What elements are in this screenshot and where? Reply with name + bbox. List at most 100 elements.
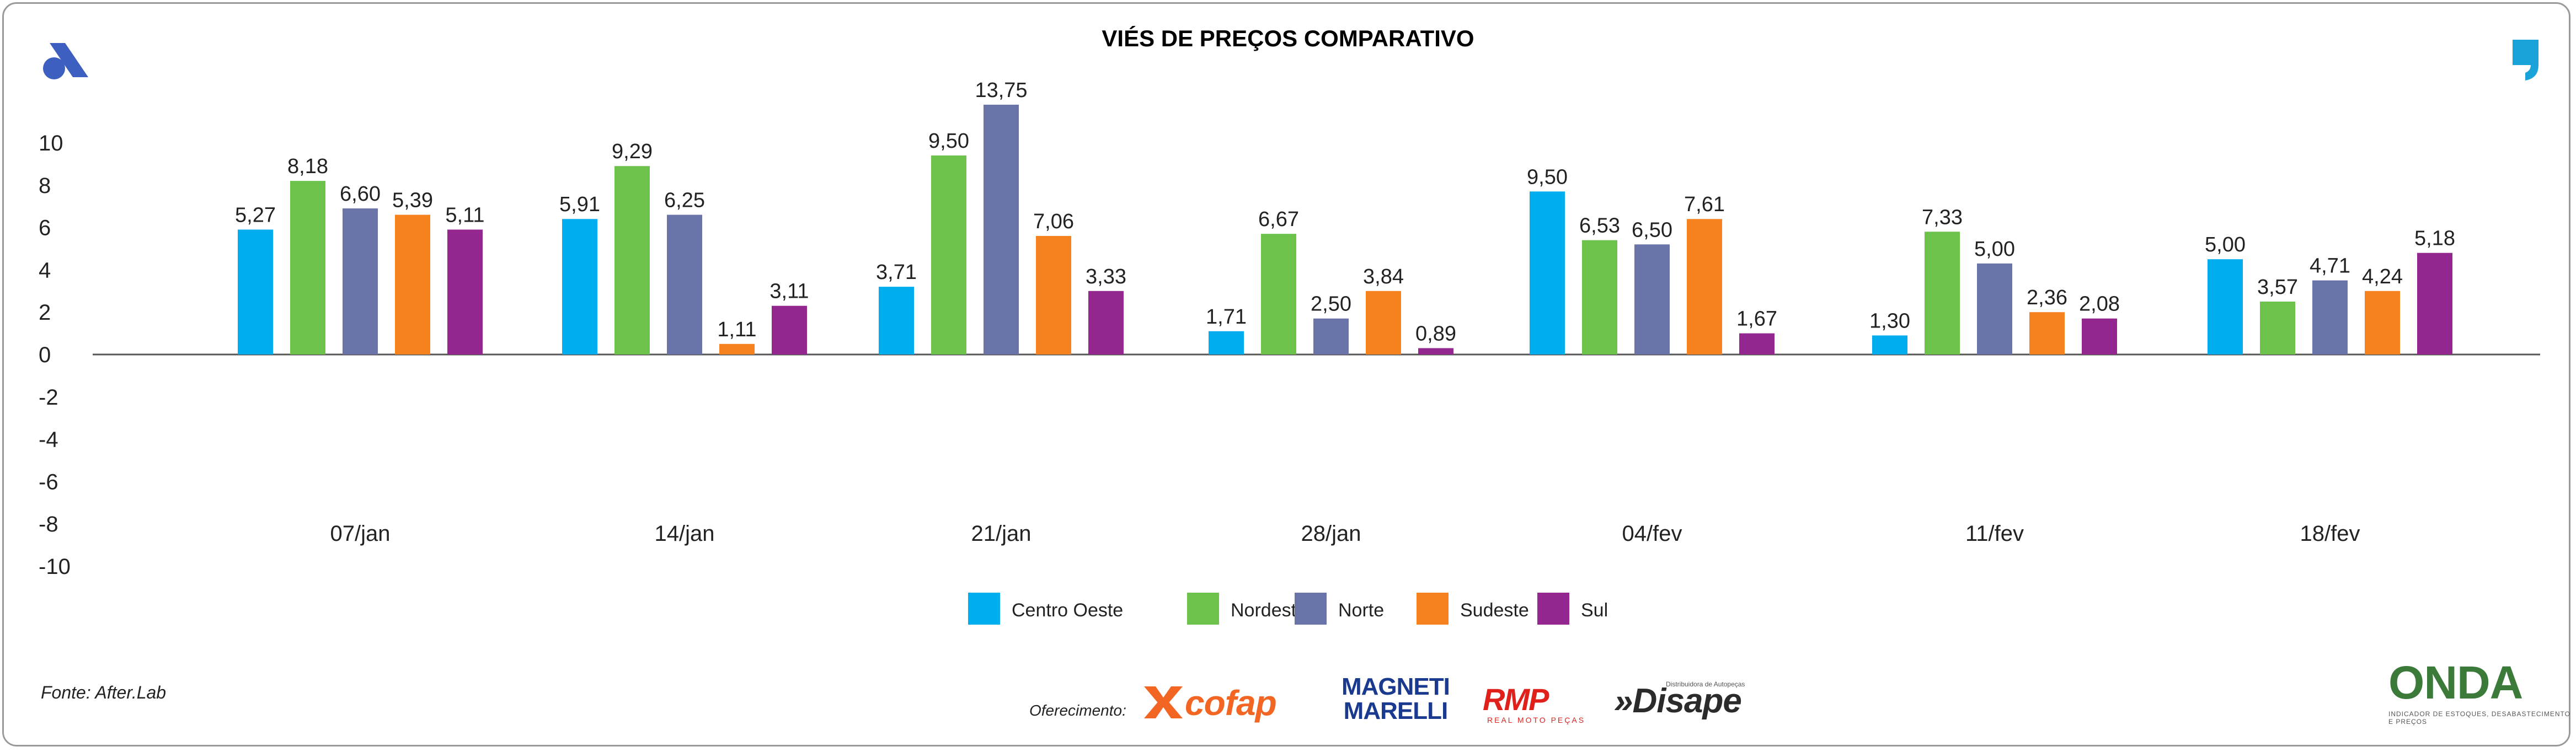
x-tick-label: 14/jan: [655, 522, 715, 546]
magneti-line-1: MAGNETI: [1342, 673, 1450, 700]
legend: Centro Oeste Nordeste Norte Sudeste Sul: [968, 593, 1608, 625]
disape-subtitle: Distribuidora de Autopeças: [1666, 680, 1745, 688]
bar: [238, 229, 273, 354]
bar: [719, 343, 755, 354]
data-label: 3,57: [2257, 276, 2298, 299]
x-tick-label: 18/fev: [2300, 522, 2360, 546]
y-tick-label: 2: [39, 300, 51, 325]
bar: [667, 214, 702, 354]
data-label: 13,75: [975, 79, 1027, 102]
legend-label: Sudeste: [1460, 600, 1529, 621]
sponsor-label: Oferecimento:: [1029, 702, 1126, 719]
bar: [1261, 234, 1296, 354]
bar: [931, 155, 966, 354]
data-label: 1,71: [1206, 305, 1247, 329]
data-label: 5,00: [1974, 238, 2015, 261]
quote-logo-icon: [2513, 40, 2538, 80]
chart-title: VIÉS DE PREÇOS COMPARATIVO: [1102, 25, 1474, 51]
bar: [1418, 348, 1453, 354]
y-tick-label: 10: [39, 131, 63, 155]
cofap-logo: cofap: [1144, 683, 1277, 723]
x-tick-label: 07/jan: [330, 522, 391, 546]
bar: [1739, 333, 1775, 354]
data-label: 5,27: [235, 203, 276, 227]
data-label: 7,06: [1033, 210, 1074, 233]
legend-swatch: [1537, 593, 1569, 625]
data-label: 6,60: [340, 182, 381, 206]
bar: [984, 104, 1019, 354]
y-tick-label: 4: [39, 258, 51, 282]
data-label: 2,36: [2027, 286, 2067, 309]
disape-logo: »Disape: [1614, 682, 1742, 720]
y-tick-label: 8: [39, 174, 51, 198]
bar: [2029, 312, 2065, 354]
data-label: 5,91: [559, 193, 600, 216]
data-label: 0,89: [1415, 322, 1456, 345]
bar: [2312, 280, 2348, 354]
data-label: 3,33: [1086, 265, 1126, 288]
data-label: 5,18: [2414, 227, 2455, 250]
bar: [290, 181, 325, 354]
bar: [1088, 291, 1124, 354]
bar: [1582, 240, 1617, 354]
rmp-subtitle: REAL MOTO PEÇAS: [1487, 716, 1586, 724]
data-label: 6,67: [1258, 208, 1299, 231]
bar: [1634, 244, 1670, 354]
bar: [1530, 191, 1565, 354]
bar: [2082, 318, 2117, 354]
bar: [1925, 232, 1960, 354]
legend-swatch: [1187, 593, 1219, 625]
data-label: 6,25: [664, 189, 705, 212]
x-tick-label: 11/fev: [1965, 522, 2024, 546]
source-note: Fonte: After.Lab: [41, 683, 167, 702]
data-label: 4,24: [2362, 265, 2403, 288]
y-axis: 10 8 6 4 2 0 -2 -4 -6 -8 -10: [39, 131, 71, 579]
bar: [1872, 335, 1907, 354]
bar: [879, 287, 914, 354]
data-label: 5,11: [445, 203, 484, 227]
data-label: 2,50: [1311, 293, 1351, 316]
bars-layer: 5,27 8,18 6,60 5,39 5,11 5,91 9,29 6,25 1,11 3,11…: [235, 79, 2455, 354]
bar: [1366, 291, 1401, 354]
bar: [1036, 235, 1071, 354]
y-tick-label: -6: [39, 470, 58, 494]
legend-swatch: [1295, 593, 1327, 625]
magneti-marelli-logo: MAGNETI MARELLI: [1342, 675, 1450, 723]
bar: [1209, 331, 1244, 354]
data-label: 4,71: [2310, 255, 2350, 278]
legend-label: Nordeste: [1231, 600, 1307, 621]
cofap-logo-text: cofap: [1185, 683, 1277, 723]
data-label: 9,29: [612, 140, 653, 163]
data-label: 1,11: [717, 318, 756, 341]
bar: [2365, 291, 2400, 354]
data-label: 1,67: [1736, 308, 1777, 331]
bar: [343, 208, 378, 354]
legend-label: Sul: [1581, 600, 1608, 621]
y-tick-label: 0: [39, 343, 51, 367]
bar: [395, 214, 430, 354]
data-label: 5,00: [2205, 233, 2246, 256]
data-label: 5,39: [392, 189, 433, 212]
data-label: 3,71: [876, 261, 917, 284]
data-label: 1,30: [1869, 309, 1910, 332]
y-tick-label: -4: [39, 428, 58, 452]
bar: [1687, 219, 1722, 354]
data-label: 6,50: [1632, 218, 1672, 241]
onda-subtitle: INDICADOR DE ESTOQUES, DESABASTECIMENTO …: [2388, 710, 2570, 726]
data-label: 3,84: [1363, 265, 1404, 288]
data-label: 7,33: [1922, 206, 1963, 229]
bar: [2260, 302, 2295, 354]
bar: [447, 229, 483, 354]
y-tick-label: -10: [39, 555, 71, 579]
data-label: 2,08: [2079, 293, 2120, 316]
data-label: 8,18: [287, 155, 328, 178]
bar: [614, 166, 650, 354]
data-label: 3,11: [769, 280, 809, 303]
x-tick-label: 21/jan: [971, 522, 1032, 546]
legend-label: Norte: [1338, 600, 1384, 621]
disape-logo-text: Disape: [1632, 682, 1741, 720]
x-axis-categories: 07/jan 14/jan 21/jan 28/jan 04/fev 11/fev 18/f…: [330, 522, 2360, 546]
legend-label: Centro Oeste: [1012, 600, 1123, 621]
